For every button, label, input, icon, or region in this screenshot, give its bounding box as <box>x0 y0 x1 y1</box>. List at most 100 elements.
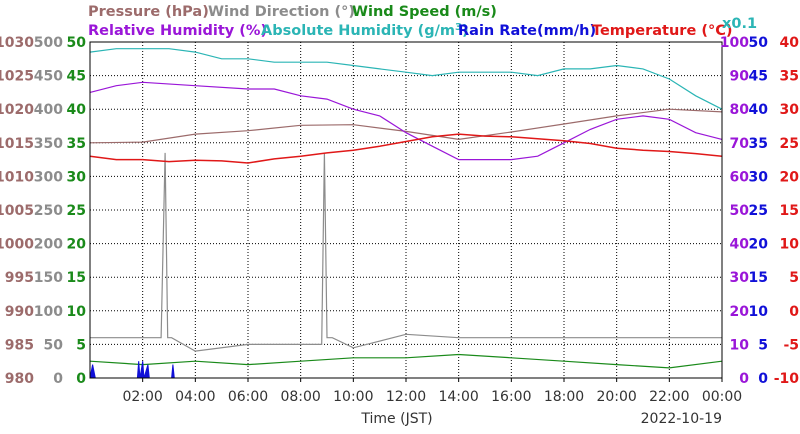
y-tick-label: 90 <box>730 69 750 85</box>
y-tick-label: 40 <box>749 102 769 118</box>
y-tick-label: 30 <box>749 169 769 185</box>
y-tick-label: -5 <box>783 337 799 353</box>
y-tick-label: 500 <box>34 35 63 51</box>
header-relative-humidity: Relative Humidity (%) <box>88 23 267 39</box>
y-tick-label: 1025 <box>0 69 34 85</box>
y-tick-label: 20 <box>749 237 769 253</box>
y-tick-label: -10 <box>774 371 800 387</box>
grid-layer <box>90 42 722 378</box>
y-tick-label: 450 <box>34 69 63 85</box>
x-tick-label: 14:00 <box>438 389 478 405</box>
y-tick-label: 40 <box>730 237 750 253</box>
y-tick-label: 250 <box>34 203 63 219</box>
y-tick-label: 1015 <box>0 136 34 152</box>
x-tick-label: 10:00 <box>333 389 373 405</box>
wind-speed-line <box>89 353 723 369</box>
y-tick-label: 20 <box>780 169 800 185</box>
y-tick-label: 100 <box>34 304 63 320</box>
y-tick-label: 45 <box>749 69 768 85</box>
y-tick-label: 40 <box>780 35 800 51</box>
y-tick-label: 350 <box>34 136 63 152</box>
y-tick-label: 50 <box>67 35 87 51</box>
y-tick-label: 0 <box>76 371 86 387</box>
x-tick-label: 20:00 <box>596 389 636 405</box>
x-tick-label: 00:00 <box>702 389 742 405</box>
y-tick-label: 25 <box>749 203 768 219</box>
x-tick-label: 06:00 <box>228 389 268 405</box>
header-absolute-humidity-sup: 3 <box>455 22 462 33</box>
y-tick-label: 0 <box>739 371 749 387</box>
y-tick-label: 5 <box>76 337 86 353</box>
y-tick-label: 20 <box>730 304 750 320</box>
header-rain-rate: Rain Rate(mm/h) <box>458 23 596 39</box>
x-tick-label: 16:00 <box>491 389 531 405</box>
y-tick-label: 15 <box>749 270 768 286</box>
y-tick-label: 15 <box>67 270 86 286</box>
x-tick-label: 02:00 <box>122 389 162 405</box>
y-tick-label: 985 <box>5 337 34 353</box>
y-tick-label: 200 <box>34 237 63 253</box>
y-tick-label: 50 <box>749 35 769 51</box>
absolute-humidity-line <box>89 48 723 110</box>
y-tick-label: 990 <box>5 304 34 320</box>
y-tick-label: 80 <box>730 102 750 118</box>
x-tick-label: 12:00 <box>386 389 426 405</box>
y-tick-label: 15 <box>780 203 799 219</box>
y-tick-label: 1010 <box>0 169 34 185</box>
y-tick-label: 45 <box>67 69 86 85</box>
y-tick-label: 10 <box>730 337 750 353</box>
relative-humidity-line <box>89 81 723 161</box>
header-wind-speed: Wind Speed (m/s) <box>352 4 497 20</box>
x-tick-label: 18:00 <box>544 389 584 405</box>
series-layer <box>89 48 723 379</box>
x-tick-label: 08:00 <box>280 389 320 405</box>
y-tick-label: 25 <box>67 203 86 219</box>
y-tick-label: 35 <box>749 136 768 152</box>
pressure-line <box>89 108 723 144</box>
y-tick-label: 1020 <box>0 102 34 118</box>
y-tick-label: 40 <box>67 102 87 118</box>
y-tick-label: 5 <box>758 337 768 353</box>
y-tick-label: 150 <box>34 270 63 286</box>
header-absolute-humidity: Absolute Humidity (g/m3) <box>261 22 469 39</box>
y-tick-label: 70 <box>730 136 750 152</box>
y-tick-label: 35 <box>67 136 86 152</box>
temperature-line <box>89 133 723 164</box>
y-tick-label: 400 <box>34 102 63 118</box>
x-axis-date: 2022-10-19 <box>641 411 722 427</box>
y-tick-label: 5 <box>789 270 799 286</box>
y-tick-label: 30 <box>780 102 800 118</box>
y-tick-label: 50 <box>44 337 64 353</box>
y-tick-label: 10 <box>749 304 769 320</box>
header-wind-direction: Wind Direction (°) <box>208 4 355 20</box>
y-tick-label: 20 <box>67 237 87 253</box>
x-axis-label: Time (JST) <box>360 411 432 427</box>
y-tick-label: 50 <box>730 203 750 219</box>
header-pressure: Pressure (hPa) <box>88 4 209 20</box>
y-tick-label: 995 <box>5 270 34 286</box>
y-tick-label: 10 <box>780 237 800 253</box>
y-tick-label: 30 <box>67 169 87 185</box>
y-tick-label: 60 <box>730 169 750 185</box>
y-tick-label: 25 <box>780 136 799 152</box>
y-tick-label: 0 <box>53 371 63 387</box>
y-tick-label: 35 <box>780 69 799 85</box>
y-tick-label: 10 <box>67 304 87 320</box>
header-scale-note: x0.1 <box>722 16 757 32</box>
x-tick-label: 04:00 <box>175 389 215 405</box>
y-tick-label: 300 <box>34 169 63 185</box>
y-tick-label: 0 <box>758 371 768 387</box>
y-tick-label: 30 <box>730 270 750 286</box>
y-tick-label: 0 <box>789 304 799 320</box>
y-tick-label: 100 <box>720 35 749 51</box>
header-temperature: Temperature (°C) <box>592 23 733 39</box>
axis-layer: 02:00 04:00 06:00 08:00 10:00 12:00 14:00 16:00… <box>0 35 799 405</box>
y-tick-label: 1030 <box>0 35 34 51</box>
x-tick-label: 22:00 <box>649 389 689 405</box>
y-tick-label: 980 <box>5 371 34 387</box>
wind-direction-line <box>90 152 722 352</box>
